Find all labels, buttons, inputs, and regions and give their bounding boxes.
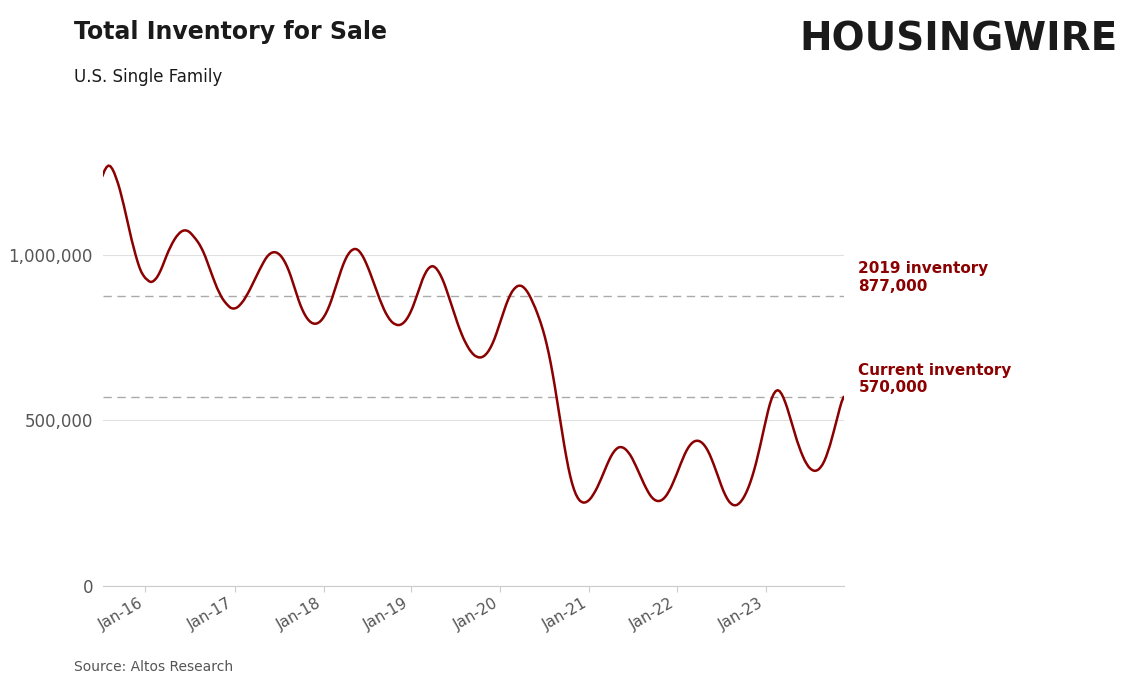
Text: 2019 inventory
877,000: 2019 inventory 877,000 bbox=[858, 262, 988, 294]
Text: HOUSINGWIRE: HOUSINGWIRE bbox=[799, 20, 1117, 59]
Text: U.S. Single Family: U.S. Single Family bbox=[74, 68, 222, 86]
Text: Total Inventory for Sale: Total Inventory for Sale bbox=[74, 20, 388, 44]
Text: Current inventory
570,000: Current inventory 570,000 bbox=[858, 363, 1012, 395]
Text: Source: Altos Research: Source: Altos Research bbox=[74, 660, 234, 674]
